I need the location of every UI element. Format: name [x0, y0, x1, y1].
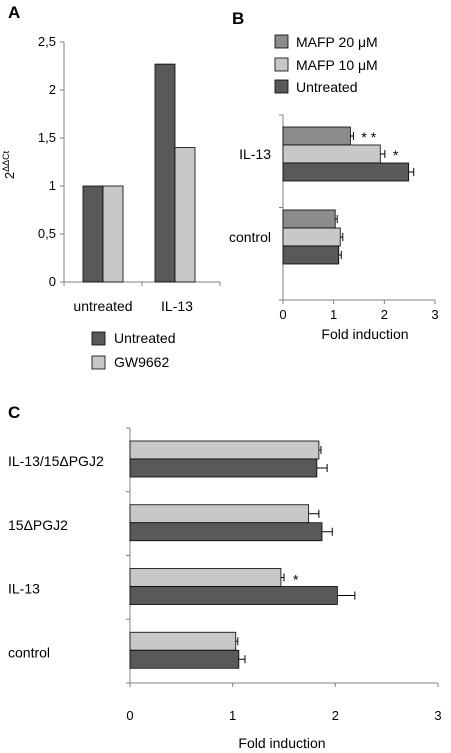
- panel-b-significance: *: [393, 147, 399, 163]
- panel-b-legend-swatch: [274, 57, 289, 72]
- panel-a-bar: [102, 185, 124, 283]
- panel-b-bar: [282, 144, 381, 164]
- panel-b-category-label: IL-13: [239, 146, 271, 162]
- panel-c-significance: *: [293, 572, 299, 588]
- panel-c-xtick-label: 3: [434, 708, 441, 723]
- panel-a-ylabel: 2ΔΔCt: [1, 150, 17, 179]
- panel-a-bar: [174, 147, 196, 283]
- panel-b-legend-mafp20: MAFP 20 μM: [296, 34, 378, 50]
- panel-a-ytick-label: 1: [49, 178, 56, 193]
- panel-b-significance: * *: [361, 129, 376, 145]
- panel-b-bar: [282, 162, 410, 182]
- panel-c-letter: C: [8, 403, 20, 422]
- panel-b-xtick-label: 1: [330, 307, 337, 322]
- panel-b-xtick-label: 2: [381, 307, 388, 322]
- panel-a-legend-untreated: Untreated: [114, 330, 175, 346]
- panel-c-bar: [129, 568, 282, 587]
- panel-b-bar: [282, 209, 336, 229]
- panel-c-bar: [129, 649, 240, 669]
- panel-b-category-label: control: [229, 229, 271, 245]
- panel-c-category-label: IL-13: [8, 581, 40, 597]
- panel-c-xtick-label: 1: [229, 708, 236, 723]
- panel-c-xlabel: Fold induction: [238, 735, 325, 751]
- panel-a-ytick-label: 0: [49, 274, 56, 289]
- panel-c-category-label: IL-13/15ΔPGJ2: [8, 453, 104, 469]
- panel-b-legend-swatch: [274, 79, 289, 94]
- panel-c-bar: [129, 586, 338, 605]
- panel-b-xtick-label: 0: [279, 307, 286, 322]
- panel-a-ytick-label: 2,5: [38, 34, 56, 49]
- panel-b-bar: [282, 245, 340, 265]
- panel-a-bar: [82, 185, 104, 283]
- panel-c-bar: [129, 631, 237, 651]
- panel-c-bar: [129, 522, 323, 542]
- panel-b-legend-mafp10: MAFP 10 μM: [296, 57, 378, 73]
- panel-b-letter: B: [232, 9, 244, 28]
- panel-a-legend-gw9662: GW9662: [114, 354, 169, 370]
- panel-b-chart: MAFP 20 μM MAFP 10 μM Untreated Fold ind…: [229, 34, 439, 342]
- panel-c-xtick-label: 0: [126, 708, 133, 723]
- panel-c-chart: Fold induction 0 1 2 3 IL-13/15ΔPGJ2 15ΔPGJ2 I…: [8, 427, 442, 751]
- panel-c-category-label: control: [8, 644, 50, 660]
- panel-b-legend-swatch: [274, 34, 289, 49]
- panel-c-bar: [129, 458, 318, 478]
- panel-c-bar: [129, 504, 310, 524]
- panel-a-category-label: untreated: [73, 298, 132, 314]
- panel-c-bar: [129, 440, 320, 460]
- panel-a-ytick-label: 2: [49, 82, 56, 97]
- panel-c-category-label: 15ΔPGJ2: [8, 517, 68, 533]
- panel-b-xtick-label: 3: [431, 307, 438, 322]
- panel-a-ytick-label: 0,5: [38, 226, 56, 241]
- panel-a-chart: 2ΔΔCt Untreated GW9662 0 0,5 1 1,5 2 2,5 untre…: [1, 34, 221, 370]
- panel-b-xlabel: Fold induction: [321, 326, 408, 342]
- panel-b-bar: [282, 227, 341, 247]
- panel-c-xtick-label: 2: [332, 708, 339, 723]
- panel-a-bar: [154, 63, 176, 283]
- panel-a-legend-swatch: [91, 331, 106, 346]
- panel-a-legend-swatch: [91, 355, 106, 370]
- panel-b-legend-untreated: Untreated: [296, 79, 357, 95]
- panel-a-ytick-label: 1,5: [38, 130, 56, 145]
- panel-a-letter: A: [8, 3, 20, 22]
- panel-a-category-label: IL-13: [161, 298, 193, 314]
- panel-b-bar: [282, 126, 351, 146]
